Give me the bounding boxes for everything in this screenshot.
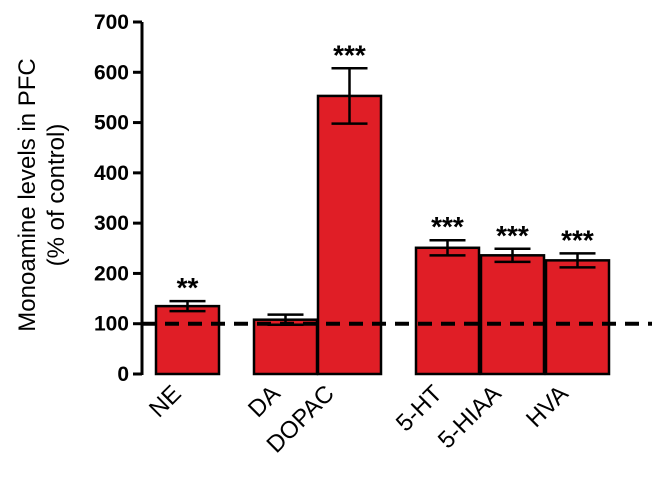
y-tick-label: 200 (94, 262, 129, 285)
significance-marker: *** (333, 39, 366, 70)
bar-da (252, 318, 319, 376)
significance-marker: *** (496, 220, 529, 251)
bar-5-hiaa (479, 254, 546, 376)
y-axis-title-line2: (% of control) (43, 124, 70, 267)
bar-5-ht (414, 246, 481, 376)
y-tick-label: 500 (94, 112, 129, 135)
y-tick-label: 0 (117, 363, 129, 386)
significance-marker: ** (177, 272, 199, 303)
category-label: NE (144, 380, 187, 423)
bar-ne (154, 304, 221, 376)
y-tick-label: 700 (94, 11, 129, 34)
significance-marker: *** (431, 211, 464, 242)
y-tick-label: 400 (94, 162, 129, 185)
bars: ******** *** *** (154, 39, 611, 376)
category-label: 5-HIAA (433, 380, 507, 454)
y-axis-title-line1: Monoamine levels in PFC (14, 58, 41, 331)
y-tick-label: 300 (94, 212, 129, 235)
y-axis-title: Monoamine levels in PFC (% of control) (14, 58, 70, 331)
y-tick-label: 600 (94, 61, 129, 84)
y-tick-label: 100 (94, 313, 129, 336)
axes: 0 100 200 300 400 500 600 700 (94, 11, 144, 386)
category-label: HVA (521, 380, 574, 433)
category-label: DA (243, 380, 286, 423)
significance-marker: *** (561, 224, 594, 255)
bar-hva (544, 259, 611, 376)
bar-dopac (316, 94, 383, 376)
